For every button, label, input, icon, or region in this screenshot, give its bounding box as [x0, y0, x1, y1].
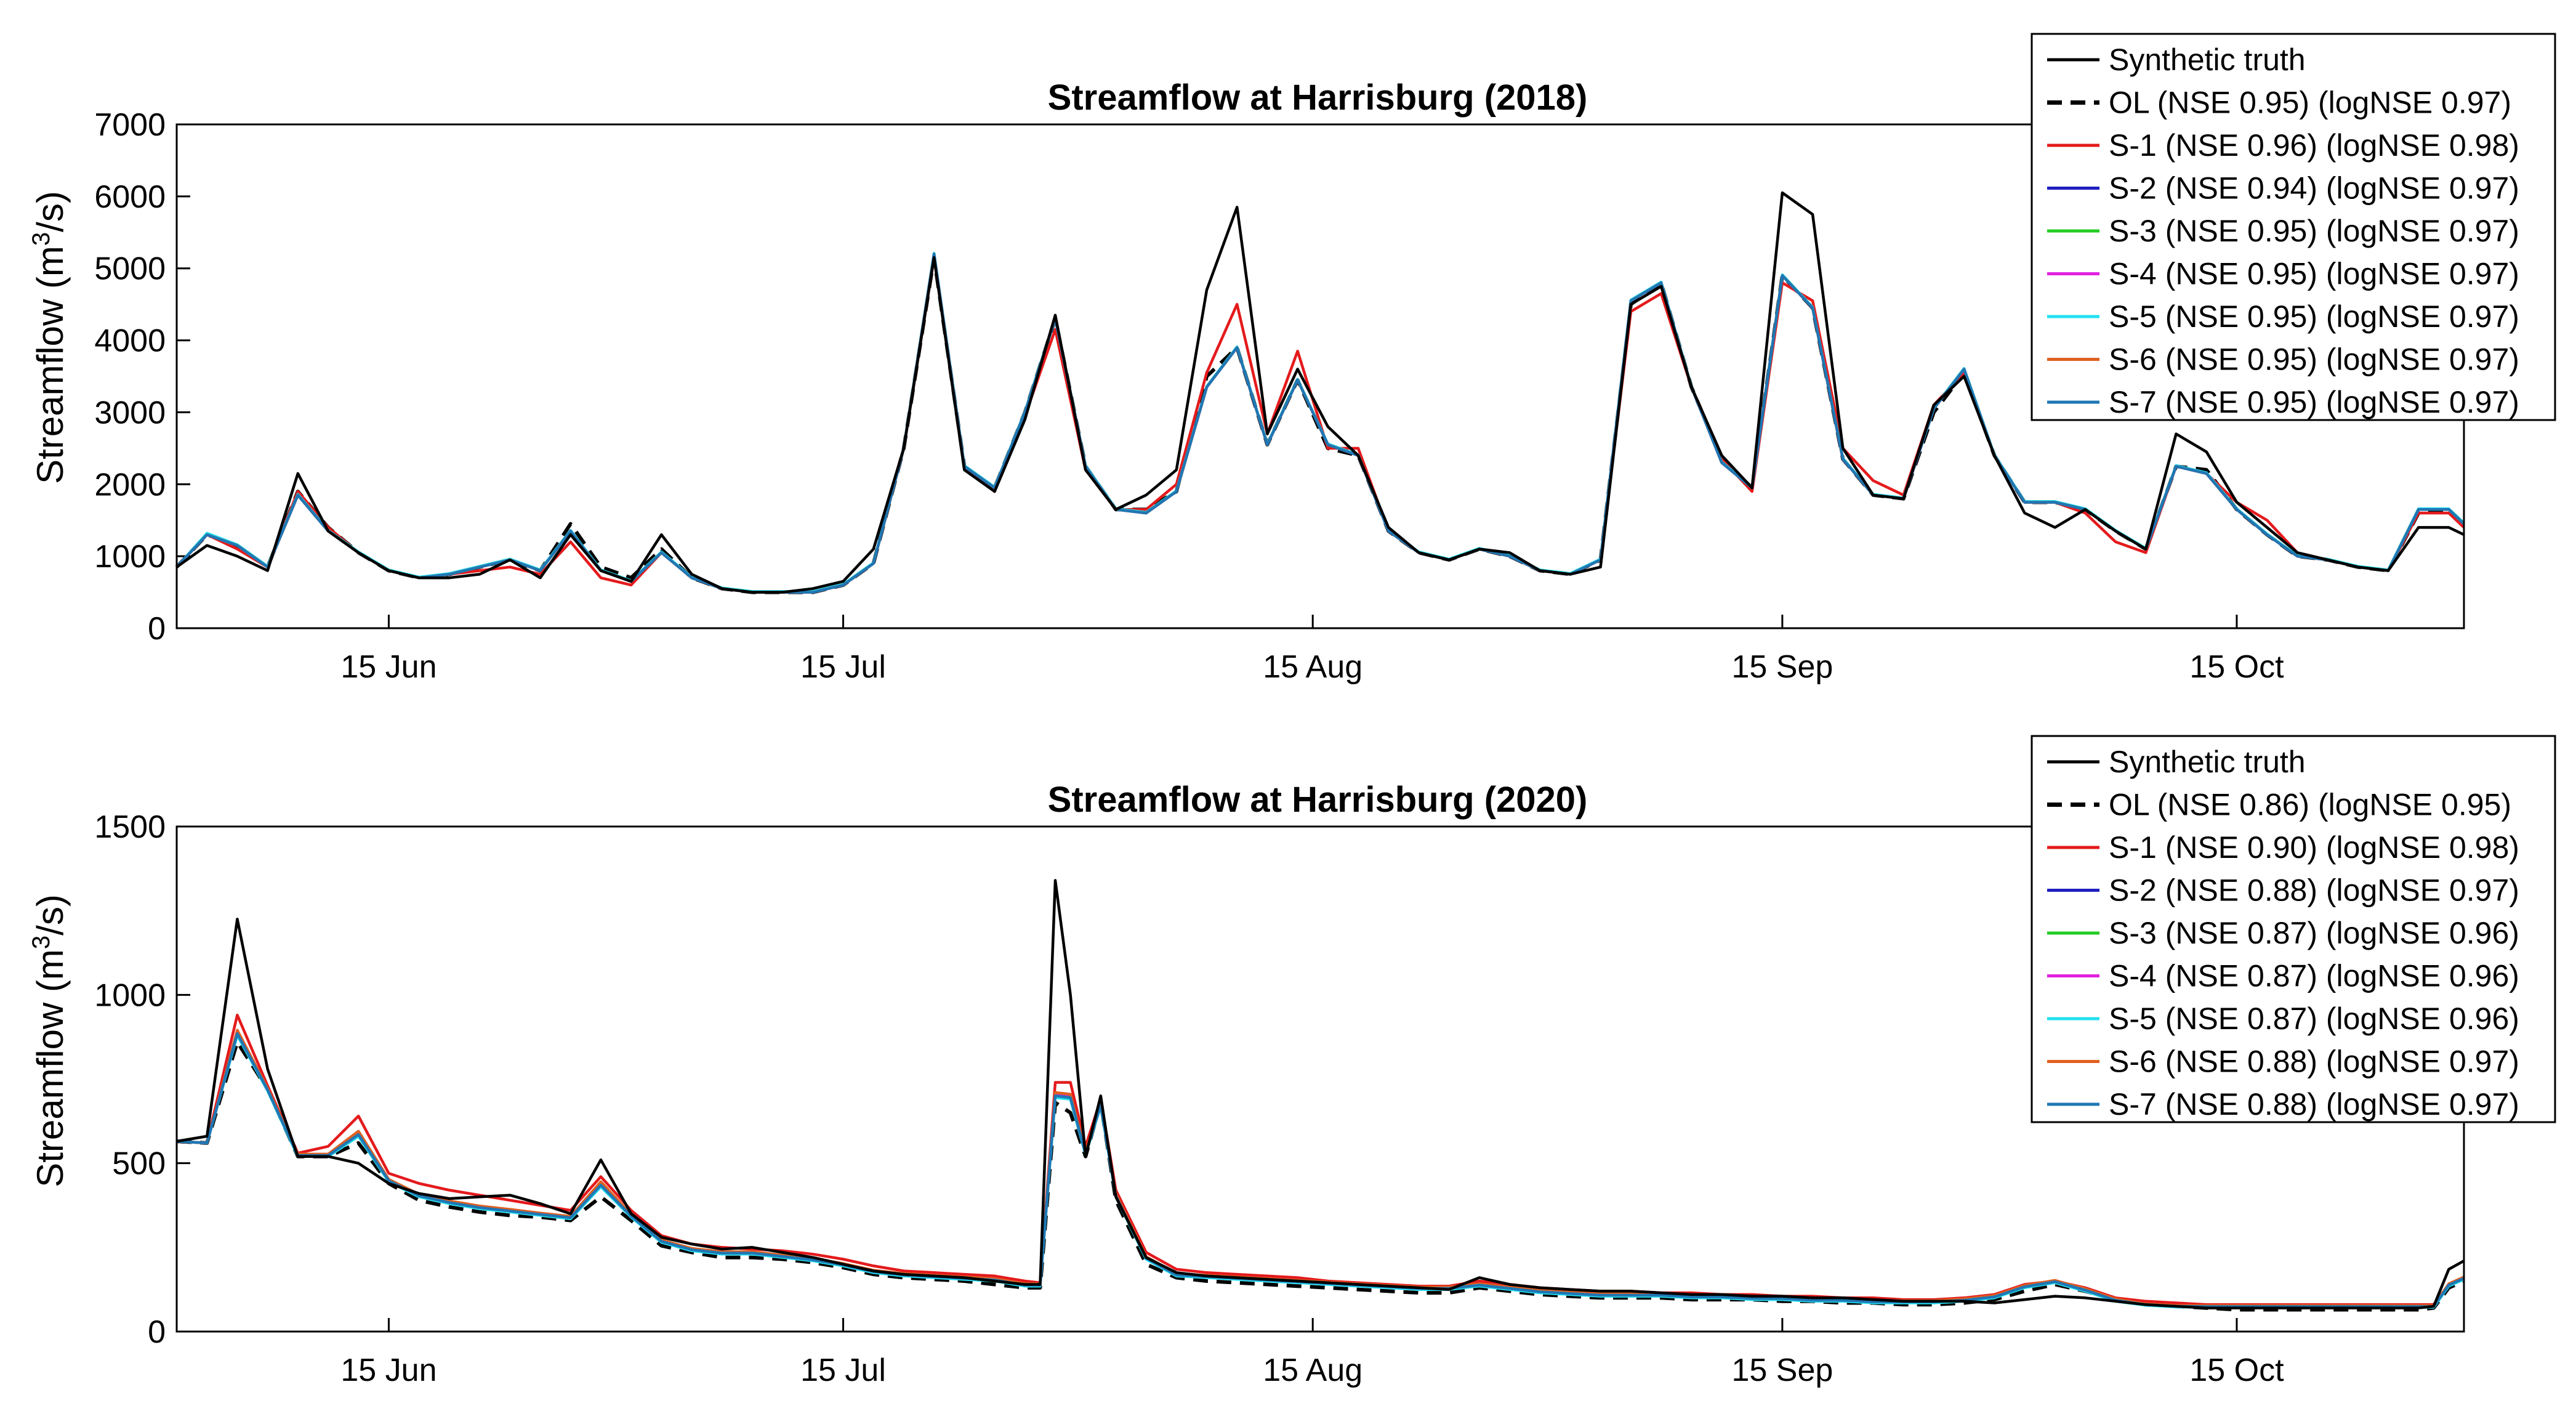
chart-panel-2018: Streamflow at Harrisburg (2018) Streamfl…	[28, 33, 2556, 685]
legend-entry-s-2: S-2 (NSE 0.94) (logNSE 0.97)	[2109, 171, 2519, 206]
legend-entry-s-1: S-1 (NSE 0.90) (logNSE 0.98)	[2109, 830, 2519, 865]
y-tick-label: 4000	[94, 323, 166, 359]
series-lines	[176, 879, 2465, 1312]
legend-entry-s-5: S-5 (NSE 0.95) (logNSE 0.97)	[2109, 299, 2519, 334]
legend-entry-s-7: S-7 (NSE 0.95) (logNSE 0.97)	[2109, 385, 2519, 419]
series-line-synthetic-truth	[175, 191, 2465, 594]
x-tick-label: 15 Oct	[2189, 1352, 2284, 1388]
legend-entry-synthetic-truth: Synthetic truth	[2109, 42, 2306, 77]
legend-entry-s-4: S-4 (NSE 0.95) (logNSE 0.97)	[2109, 257, 2519, 291]
y-tick-label: 1000	[94, 977, 166, 1013]
legend-entry-ol: OL (NSE 0.95) (logNSE 0.97)	[2109, 86, 2511, 120]
axis-ticks: 0 1000 2000 3000 4000 5000 6000 7000 15 Jun 15 Ju…	[94, 107, 2284, 685]
legend-entry-s-4: S-4 (NSE 0.87) (logNSE 0.96)	[2109, 959, 2519, 993]
chart-title: Streamflow at Harrisburg (2018)	[1048, 78, 1588, 118]
y-axis-label-superscript: 3	[28, 936, 55, 949]
chart-title: Streamflow at Harrisburg (2020)	[1048, 780, 1588, 820]
y-tick-label: 1000	[94, 539, 166, 575]
series-lines	[175, 191, 2466, 594]
legend-entry-s-3: S-3 (NSE 0.95) (logNSE 0.97)	[2109, 214, 2519, 248]
x-tick-label: 15 Aug	[1263, 1352, 1362, 1388]
x-tick-label: 15 Jun	[340, 1352, 437, 1388]
x-tick-label: 15 Oct	[2189, 649, 2284, 685]
legend: Synthetic truth OL (NSE 0.86) (logNSE 0.9…	[2031, 735, 2556, 1123]
series-line-s-1	[175, 256, 2465, 594]
y-axis-label-main: Streamflow (m	[30, 246, 71, 484]
y-tick-label: 0	[148, 611, 166, 647]
x-tick-label: 15 Jul	[800, 649, 886, 685]
y-tick-label: 2000	[94, 467, 166, 503]
x-tick-label: 15 Sep	[1731, 649, 1833, 685]
x-tick-label: 15 Jul	[800, 1352, 886, 1388]
y-tick-label: 5000	[94, 251, 166, 287]
axis-ticks: 0 500 1000 1500 15 Jun 15 Jul 15 Aug 15 Sep 15 O…	[94, 809, 2284, 1388]
legend: Synthetic truth OL (NSE 0.95) (logNSE 0.9…	[2031, 33, 2556, 421]
y-axis-label-unit: /s)	[30, 894, 71, 936]
y-tick-label: 6000	[94, 179, 166, 215]
legend-entry-ol: OL (NSE 0.86) (logNSE 0.95)	[2109, 788, 2511, 822]
legend-entry-s-5: S-5 (NSE 0.87) (logNSE 0.96)	[2109, 1001, 2519, 1036]
legend-box	[2031, 735, 2556, 1123]
legend-box	[2031, 33, 2556, 421]
y-tick-label: 500	[112, 1146, 166, 1182]
y-axis-label-unit: /s)	[30, 191, 71, 232]
y-axis-label: Streamflow (m3/s)	[28, 191, 71, 484]
legend-entry-s-7: S-7 (NSE 0.88) (logNSE 0.97)	[2109, 1087, 2519, 1122]
legend-entry-s-6: S-6 (NSE 0.95) (logNSE 0.97)	[2109, 342, 2519, 377]
x-tick-label: 15 Jun	[340, 649, 437, 685]
legend-entry-s-2: S-2 (NSE 0.88) (logNSE 0.97)	[2109, 873, 2519, 908]
legend-entry-s-3: S-3 (NSE 0.87) (logNSE 0.96)	[2109, 916, 2519, 950]
y-axis-label-main: Streamflow (m	[30, 949, 71, 1187]
y-axis-label-superscript: 3	[28, 232, 55, 246]
y-tick-label: 7000	[94, 107, 166, 143]
legend-entry-synthetic-truth: Synthetic truth	[2109, 745, 2306, 779]
y-axis-label: Streamflow (m3/s)	[28, 894, 71, 1187]
x-tick-label: 15 Aug	[1263, 649, 1362, 685]
y-tick-label: 1500	[94, 809, 166, 845]
chart-panel-2020: Streamflow at Harrisburg (2020) Streamfl…	[28, 735, 2556, 1388]
y-tick-label: 3000	[94, 395, 166, 431]
series-line-synthetic-truth	[176, 879, 2465, 1309]
legend-entry-s-6: S-6 (NSE 0.88) (logNSE 0.97)	[2109, 1045, 2519, 1079]
x-tick-label: 15 Sep	[1731, 1352, 1833, 1388]
legend-entry-s-1: S-1 (NSE 0.96) (logNSE 0.98)	[2109, 128, 2519, 163]
y-tick-label: 0	[148, 1314, 166, 1350]
